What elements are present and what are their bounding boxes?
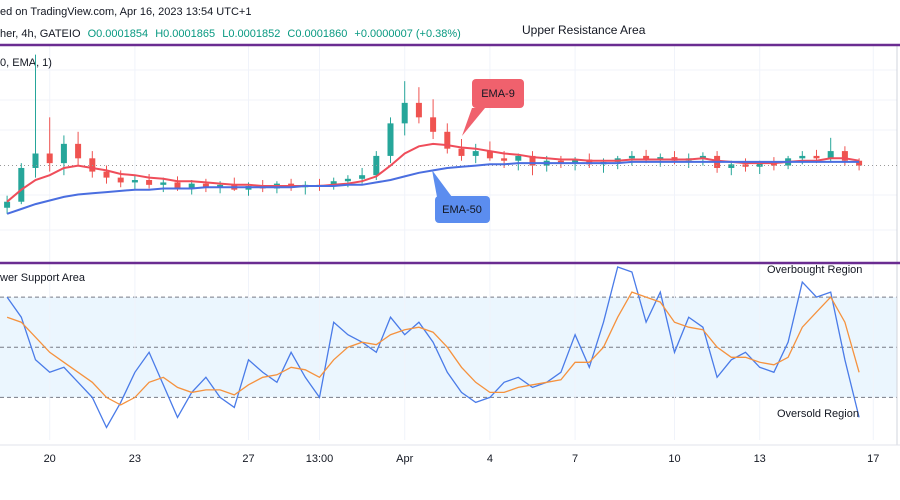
candle-body: [515, 155, 522, 161]
x-tick-label: 13: [754, 453, 766, 465]
candle-body: [131, 180, 138, 183]
ema-line: [6, 142, 860, 203]
candle-body: [742, 164, 749, 167]
candle-body: [501, 158, 508, 161]
x-tick-label: Apr: [396, 453, 413, 465]
candle-body: [217, 184, 224, 188]
callout-pointer: [462, 108, 485, 136]
x-tick-label: 13:00: [306, 453, 334, 465]
candle-body: [770, 163, 777, 166]
candle-body: [799, 155, 806, 159]
candle-body: [174, 182, 181, 189]
header-ohlc: her, 4h, GATEIO O0.0001854 H0.0001865 L0…: [0, 28, 461, 40]
candle-body: [401, 102, 408, 124]
symbol: her, 4h, GATEIO: [0, 28, 81, 40]
x-tick-label: 20: [44, 453, 56, 465]
x-tick-label: 7: [572, 453, 578, 465]
candle-body: [529, 155, 536, 166]
candle-body: [827, 151, 834, 159]
candle-body: [202, 183, 209, 188]
candle-body: [46, 153, 53, 164]
ema50-callout: EMA-50: [432, 170, 490, 223]
candle-body: [32, 153, 39, 168]
candle-body: [444, 131, 451, 149]
callout-pointer: [432, 170, 452, 197]
grid: [0, 45, 897, 440]
callout-box: [472, 79, 524, 108]
plot: 20 23 27 13:00 Apr 4 7 10 13 17: [0, 54, 897, 465]
callout-box: [435, 196, 490, 223]
rsi-line: [6, 266, 860, 429]
candle-body: [4, 201, 11, 208]
x-tick-label: 17: [867, 453, 879, 465]
candle-body: [628, 155, 635, 159]
candle-body: [557, 160, 564, 164]
support-label: wer Support Area: [0, 272, 86, 284]
candle-body: [103, 171, 110, 178]
x-tick-label: 10: [668, 453, 680, 465]
callout-text: EMA-50: [442, 204, 482, 216]
candle-body: [572, 159, 579, 164]
candle-body: [160, 182, 167, 185]
candle-body: [813, 155, 820, 159]
candle-body: [657, 157, 664, 160]
candle-body: [89, 158, 96, 172]
candle-body: [430, 117, 437, 132]
candle-body: [472, 151, 479, 156]
candle-body: [117, 177, 124, 183]
x-tick-label: 23: [129, 453, 141, 465]
candle-body: [188, 183, 195, 189]
candle-body: [699, 155, 706, 159]
candle-body: [146, 180, 153, 185]
ema9-callout: EMA-9: [462, 79, 524, 136]
candle-body: [387, 123, 394, 156]
candle-body: [756, 163, 763, 167]
candle-body: [458, 148, 465, 156]
high: H0.0001865: [155, 28, 215, 40]
ema-line: [6, 160, 860, 215]
rsi-line: [6, 291, 860, 406]
upper-area-label: Upper Resistance Area: [522, 23, 646, 37]
x-tick-label: 4: [487, 453, 493, 465]
callout-text: EMA-9: [481, 88, 515, 100]
change: +0.0000007 (+0.38%): [354, 28, 460, 40]
x-tick-label: 27: [242, 453, 254, 465]
candle-body: [415, 102, 422, 118]
candle-body: [330, 181, 337, 187]
candle-body: [75, 143, 82, 159]
candle-body: [586, 159, 593, 165]
candle-body: [18, 167, 25, 202]
candle-body: [60, 143, 67, 164]
oversold-label: Oversold Region: [777, 408, 859, 420]
indicator-label: 0, EMA, 1): [0, 57, 52, 69]
header-source: ed on TradingView.com, Apr 16, 2023 13:5…: [0, 6, 251, 18]
candle-body: [344, 178, 351, 182]
candle-body: [856, 160, 863, 166]
candle-body: [359, 175, 366, 179]
overbought-label: Overbought Region: [767, 264, 862, 276]
candle-body: [486, 151, 493, 159]
close: C0.0001860: [287, 28, 347, 40]
candle-body: [643, 155, 650, 160]
candle-body: [728, 164, 735, 168]
open: O0.0001854: [88, 28, 149, 40]
candle-body: [841, 151, 848, 161]
low: L0.0001852: [222, 28, 280, 40]
